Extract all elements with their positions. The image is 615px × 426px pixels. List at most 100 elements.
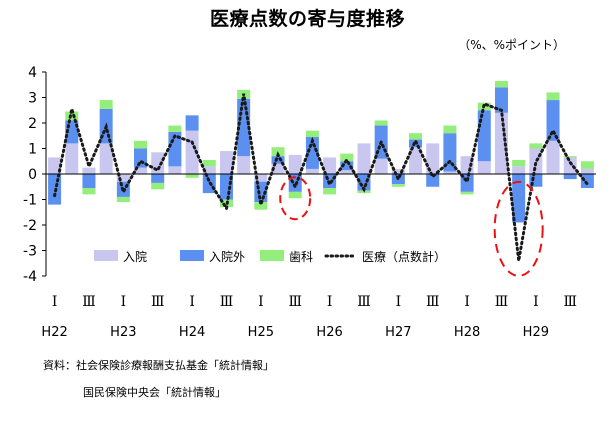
bar-segment [529,143,543,149]
bar-segment [580,161,594,169]
bar-segment [374,158,388,174]
highlight-ellipse [279,176,312,221]
highlight-ellipse [493,180,544,277]
bar-segment [443,133,457,172]
bar-segment [219,151,233,174]
x-quarter-label: Ⅲ [426,294,440,310]
legend-swatch [260,250,284,261]
total-line [53,93,589,261]
bar-segment [460,191,474,195]
x-quarter-label: Ⅰ [396,294,402,310]
bar-segment [202,159,216,167]
bar-segment [271,156,285,164]
x-year-label: H28 [454,325,480,340]
bar-segment [426,143,440,174]
bar-segment [48,157,62,174]
bar-segment [340,170,354,174]
bar-segment [82,188,96,195]
legend-label: 医療（点数計） [362,249,446,264]
bar-segment [305,137,319,169]
bar-segment [323,188,337,195]
bar-segment [443,171,457,174]
legend-label: 歯科 [289,250,313,264]
bar-segment [563,174,577,180]
bar-segment [477,110,491,162]
bar-segment [391,184,405,187]
bar-segment [443,125,457,134]
unit-label: （%、%ポイント） [458,38,565,52]
legend: 入院 入院外 歯科 医療（点数計） [94,249,446,264]
bar-segment [512,166,526,174]
x-quarter-label: Ⅰ [121,294,127,310]
bar-segment [546,92,560,101]
bar-segment [99,100,113,109]
x-quarter-label: Ⅰ [327,294,333,310]
x-quarter-label: Ⅲ [563,294,577,310]
legend-label: 入院 [123,250,147,264]
annotation-layer [279,176,544,277]
x-quarter-label: Ⅰ [533,294,539,310]
bar-segment [305,130,319,138]
bar-segment [357,174,371,191]
bar-segment [254,174,268,182]
bar-segment [563,157,577,174]
bar-segment [82,167,96,174]
bar-segment [185,174,199,178]
bar-segment [134,140,148,149]
bar-segment [512,159,526,167]
bar-segment [340,153,354,162]
bar-segment [580,174,594,189]
bar-segment [185,115,199,131]
bar-segment [512,174,526,223]
legend-swatch [94,250,118,261]
total-line-layer [53,93,589,261]
x-year-label: H25 [248,325,274,340]
x-quarter-label: Ⅰ [189,294,195,310]
y-tick-label: -1 [23,193,37,209]
bar-segment [426,174,440,187]
bar-segment [409,147,423,174]
bar-segment [477,161,491,174]
x-quarter-label: Ⅲ [357,294,371,310]
y-tick-label: 1 [28,142,37,158]
bar-segment [151,182,165,190]
x-year-label: H23 [110,325,136,340]
bar-segment [409,133,423,140]
x-year-label: H29 [523,325,549,340]
bar-segment [151,174,165,183]
bar-segment [494,80,508,88]
x-year-label: H27 [385,325,411,340]
bar-segment [374,120,388,126]
bar-segment [271,147,285,157]
bar-segment [546,100,560,141]
source-note-1: 資料：社会保険診療報酬支払基金「統計情報」 [43,359,274,372]
bar-segment [357,143,371,174]
x-quarter-label: Ⅰ [258,294,264,310]
axes-layer: 4 3 2 1 0 -1 -2 -3 -4 Ⅰ Ⅲ Ⅰ Ⅲ Ⅰ Ⅲ Ⅰ Ⅲ Ⅰ Ⅲ Ⅰ Ⅲ Ⅰ Ⅲ Ⅰ Ⅲ H22 H23 H24 H2… [23,65,596,340]
x-year-label: H26 [316,325,342,340]
bar-segment [99,143,113,174]
x-year-label: H22 [41,325,67,340]
x-quarter-label: Ⅰ [464,294,470,310]
chart-title: 医療点数の寄与度推移 [209,8,405,30]
bar-segment [116,174,130,182]
bar-segment [202,166,216,174]
bar-segment [168,166,182,174]
x-quarter-label: Ⅲ [151,294,165,310]
bar-segment [288,191,302,199]
y-tick-label: -2 [23,218,37,234]
legend-label: 入院外 [209,250,245,264]
bar-segment [391,168,405,174]
bar-segment [580,168,594,174]
x-quarter-label: Ⅲ [288,294,302,310]
bar-segment [237,156,251,174]
y-tick-label: 3 [28,91,37,107]
bar-segment [168,125,182,132]
x-year-label: H24 [179,325,205,340]
bar-segment [254,202,268,210]
x-quarter-label: Ⅲ [495,294,509,310]
bar-segment [134,167,148,174]
bar-segment [65,143,79,174]
bar-segment [340,161,354,171]
